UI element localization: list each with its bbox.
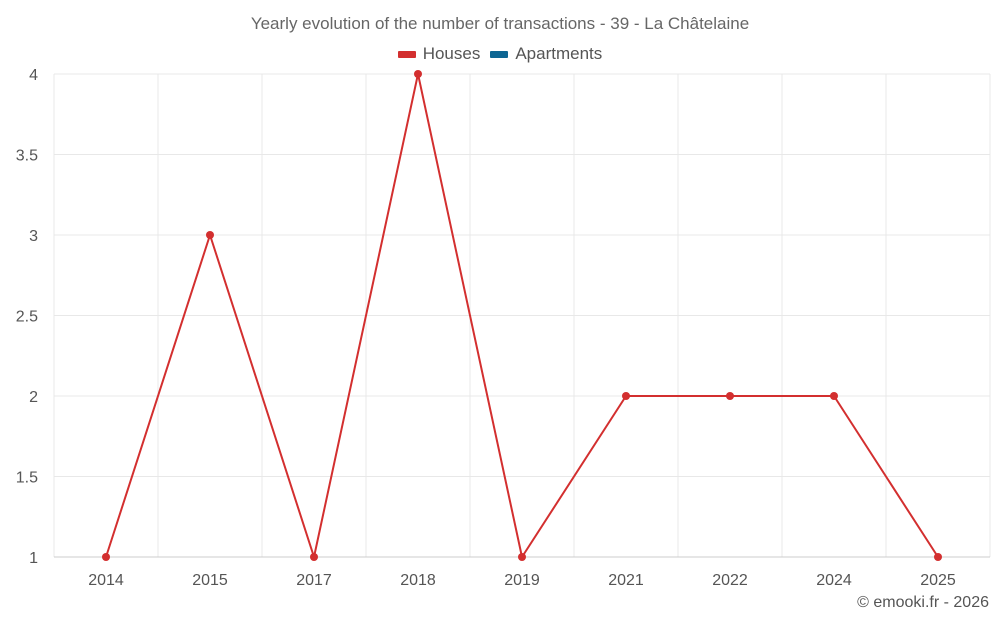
chart-title: Yearly evolution of the number of transa… — [250, 14, 750, 33]
data-point[interactable] — [518, 553, 526, 561]
data-point[interactable] — [830, 392, 838, 400]
legend-item-houses[interactable]: Houses — [397, 44, 481, 64]
y-tick-label: 4 — [29, 67, 38, 84]
y-tick-label: 2 — [29, 389, 38, 406]
y-tick-label: 3 — [29, 228, 38, 245]
copyright-credit: © emooki.fr - 2026 — [857, 594, 989, 611]
data-point[interactable] — [934, 553, 942, 561]
x-tick-label: 2018 — [400, 572, 436, 589]
data-point[interactable] — [102, 553, 110, 561]
x-tick-label: 2021 — [608, 572, 644, 589]
axis-layer: 1 1.5 2 2.5 3 3.5 4 2014 2015 2017 2018 2019 2021 202… — [16, 67, 990, 589]
legend-swatch-apartments — [490, 50, 509, 58]
y-tick-label: 1.5 — [16, 470, 38, 487]
series-layer — [102, 70, 942, 561]
x-tick-label: 2022 — [712, 572, 748, 589]
x-tick-label: 2025 — [920, 572, 956, 589]
grid-layer — [53, 73, 991, 558]
legend-label-apartments: Apartments — [515, 44, 603, 63]
y-tick-label: 3.5 — [16, 148, 38, 165]
y-tick-label: 2.5 — [16, 309, 38, 326]
x-tick-label: 2015 — [192, 572, 228, 589]
legend-item-apartments[interactable]: Apartments — [490, 44, 602, 64]
data-point[interactable] — [414, 70, 422, 78]
data-point[interactable] — [622, 392, 630, 400]
data-point[interactable] — [206, 231, 214, 239]
x-tick-label: 2014 — [88, 572, 124, 589]
x-tick-label: 2019 — [504, 572, 540, 589]
legend-label-houses: Houses — [422, 44, 481, 63]
data-point[interactable] — [726, 392, 734, 400]
y-tick-label: 1 — [29, 550, 38, 567]
x-tick-label: 2017 — [296, 572, 332, 589]
data-point[interactable] — [310, 553, 318, 561]
x-tick-label: 2024 — [816, 572, 852, 589]
chart-legend: Houses Apartments — [0, 44, 1000, 64]
legend-swatch-houses — [397, 50, 416, 58]
